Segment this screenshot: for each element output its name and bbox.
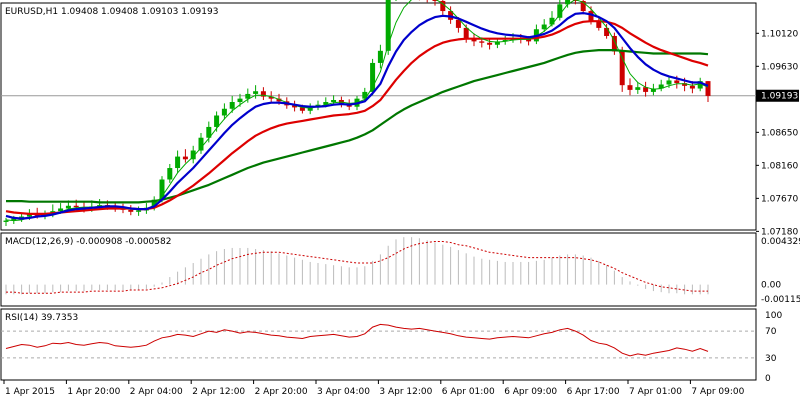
time-axis-label: 2 Apr 12:00 xyxy=(192,387,245,397)
time-axis-label: 1 Apr 20:00 xyxy=(67,387,120,397)
candle-body xyxy=(464,28,469,38)
candle-body xyxy=(238,99,243,102)
candle-body xyxy=(222,109,227,116)
time-axis-label: 2 Apr 04:00 xyxy=(130,387,183,397)
price-axis-label: 1.08160 xyxy=(761,161,798,171)
candle-body xyxy=(378,51,383,63)
time-axis-label: 3 Apr 04:00 xyxy=(317,387,370,397)
price-axis-label: 1.10120 xyxy=(761,29,798,39)
candle-body xyxy=(253,91,258,94)
time-axis-label: 1 Apr 2015 xyxy=(5,387,55,397)
candle-body xyxy=(635,87,640,90)
time-axis-label: 6 Apr 17:00 xyxy=(567,387,620,397)
time-axis-label: 2 Apr 20:00 xyxy=(255,387,308,397)
price-axis-label: 1.07670 xyxy=(761,194,798,204)
candle-body xyxy=(487,43,492,45)
rsi-pane-title: RSI(14) 39.7353 xyxy=(5,313,78,323)
macd-axis-label: 0.004329 xyxy=(761,237,800,247)
candle-body xyxy=(199,138,204,151)
candle xyxy=(386,0,391,55)
time-axis-label: 6 Apr 09:00 xyxy=(504,387,557,397)
candle-body xyxy=(667,80,672,84)
candle-body xyxy=(550,18,555,25)
candle-body xyxy=(183,157,188,160)
time-axis-label: 3 Apr 12:00 xyxy=(379,387,432,397)
rsi-axis-label: 100 xyxy=(765,311,782,321)
candle-body xyxy=(66,206,71,209)
candle-body xyxy=(690,86,695,89)
time-axis-label: 6 Apr 01:00 xyxy=(442,387,495,397)
candle-body xyxy=(386,0,391,51)
macd-axis-label: -0.001157 xyxy=(761,295,800,305)
time-axis-label: 7 Apr 09:00 xyxy=(691,387,744,397)
time-axis-label: 7 Apr 01:00 xyxy=(629,387,682,397)
candle-body xyxy=(4,221,9,222)
candle-body xyxy=(706,81,711,96)
candle-body xyxy=(362,92,367,99)
candle-body xyxy=(74,206,79,207)
candle-body xyxy=(620,51,625,85)
price-axis-label: 1.09630 xyxy=(761,62,798,72)
candle-body xyxy=(167,168,172,179)
rsi-axis-label: 0 xyxy=(765,374,771,384)
candle-body xyxy=(230,102,235,109)
macd-pane-title: MACD(12,26,9) -0.000908 -0.000582 xyxy=(5,237,171,247)
price-pane-title: EURUSD,H1 1.09408 1.09408 1.09103 1.0919… xyxy=(5,7,218,17)
candle-body xyxy=(674,80,679,83)
price-axis-label: 1.08650 xyxy=(761,128,798,138)
candle-body xyxy=(479,41,484,42)
rsi-axis-label: 30 xyxy=(765,354,777,364)
candle-body xyxy=(331,100,336,102)
current-price-label: 1.09193 xyxy=(761,92,798,102)
candle-body xyxy=(628,85,633,90)
candle-body xyxy=(542,25,547,30)
macd-axis-label: 0.00 xyxy=(761,281,781,291)
rsi-axis-label: 70 xyxy=(765,327,777,337)
candle-body xyxy=(175,157,180,168)
candle-body xyxy=(136,210,141,211)
candle-body xyxy=(214,115,219,126)
candle-body xyxy=(128,210,133,212)
price-axis-label: 1.07180 xyxy=(761,227,798,237)
candle-body xyxy=(604,28,609,36)
candle-body xyxy=(557,4,562,17)
